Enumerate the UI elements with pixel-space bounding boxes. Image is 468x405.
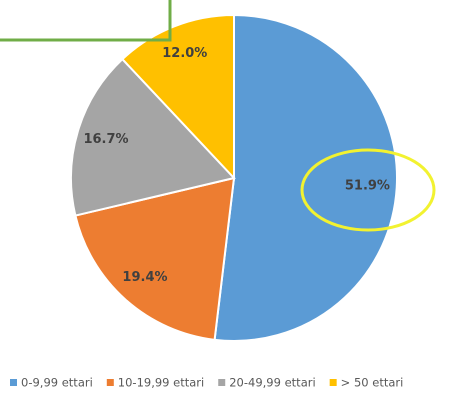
legend-label: 0-9,99 ettari <box>21 376 93 390</box>
legend-label: > 50 ettari <box>341 376 404 390</box>
slice <box>121 13 235 181</box>
slice <box>70 57 236 217</box>
value-label: 16.7% <box>83 132 128 147</box>
highlight-ellipse <box>300 148 436 232</box>
legend-swatch <box>10 379 17 386</box>
value-label: 19.4% <box>122 270 167 285</box>
legend-label: 20-49,99 ettari <box>229 376 315 390</box>
legend-swatch <box>218 379 226 386</box>
highlight-box <box>0 0 172 42</box>
legend: 0-9,99 ettari 10-19,99 ettari 20-49,99 ett… <box>10 376 403 390</box>
legend-swatch <box>106 379 114 386</box>
slice <box>74 176 236 341</box>
value-label: 51.9% <box>345 178 390 193</box>
value-labels: 51.9% 19.4% 16.7% 12.0% <box>83 46 390 285</box>
value-label: 12.0% <box>162 46 207 61</box>
legend-label: 10-19,99 ettari <box>118 376 204 390</box>
legend-swatch <box>329 379 337 386</box>
